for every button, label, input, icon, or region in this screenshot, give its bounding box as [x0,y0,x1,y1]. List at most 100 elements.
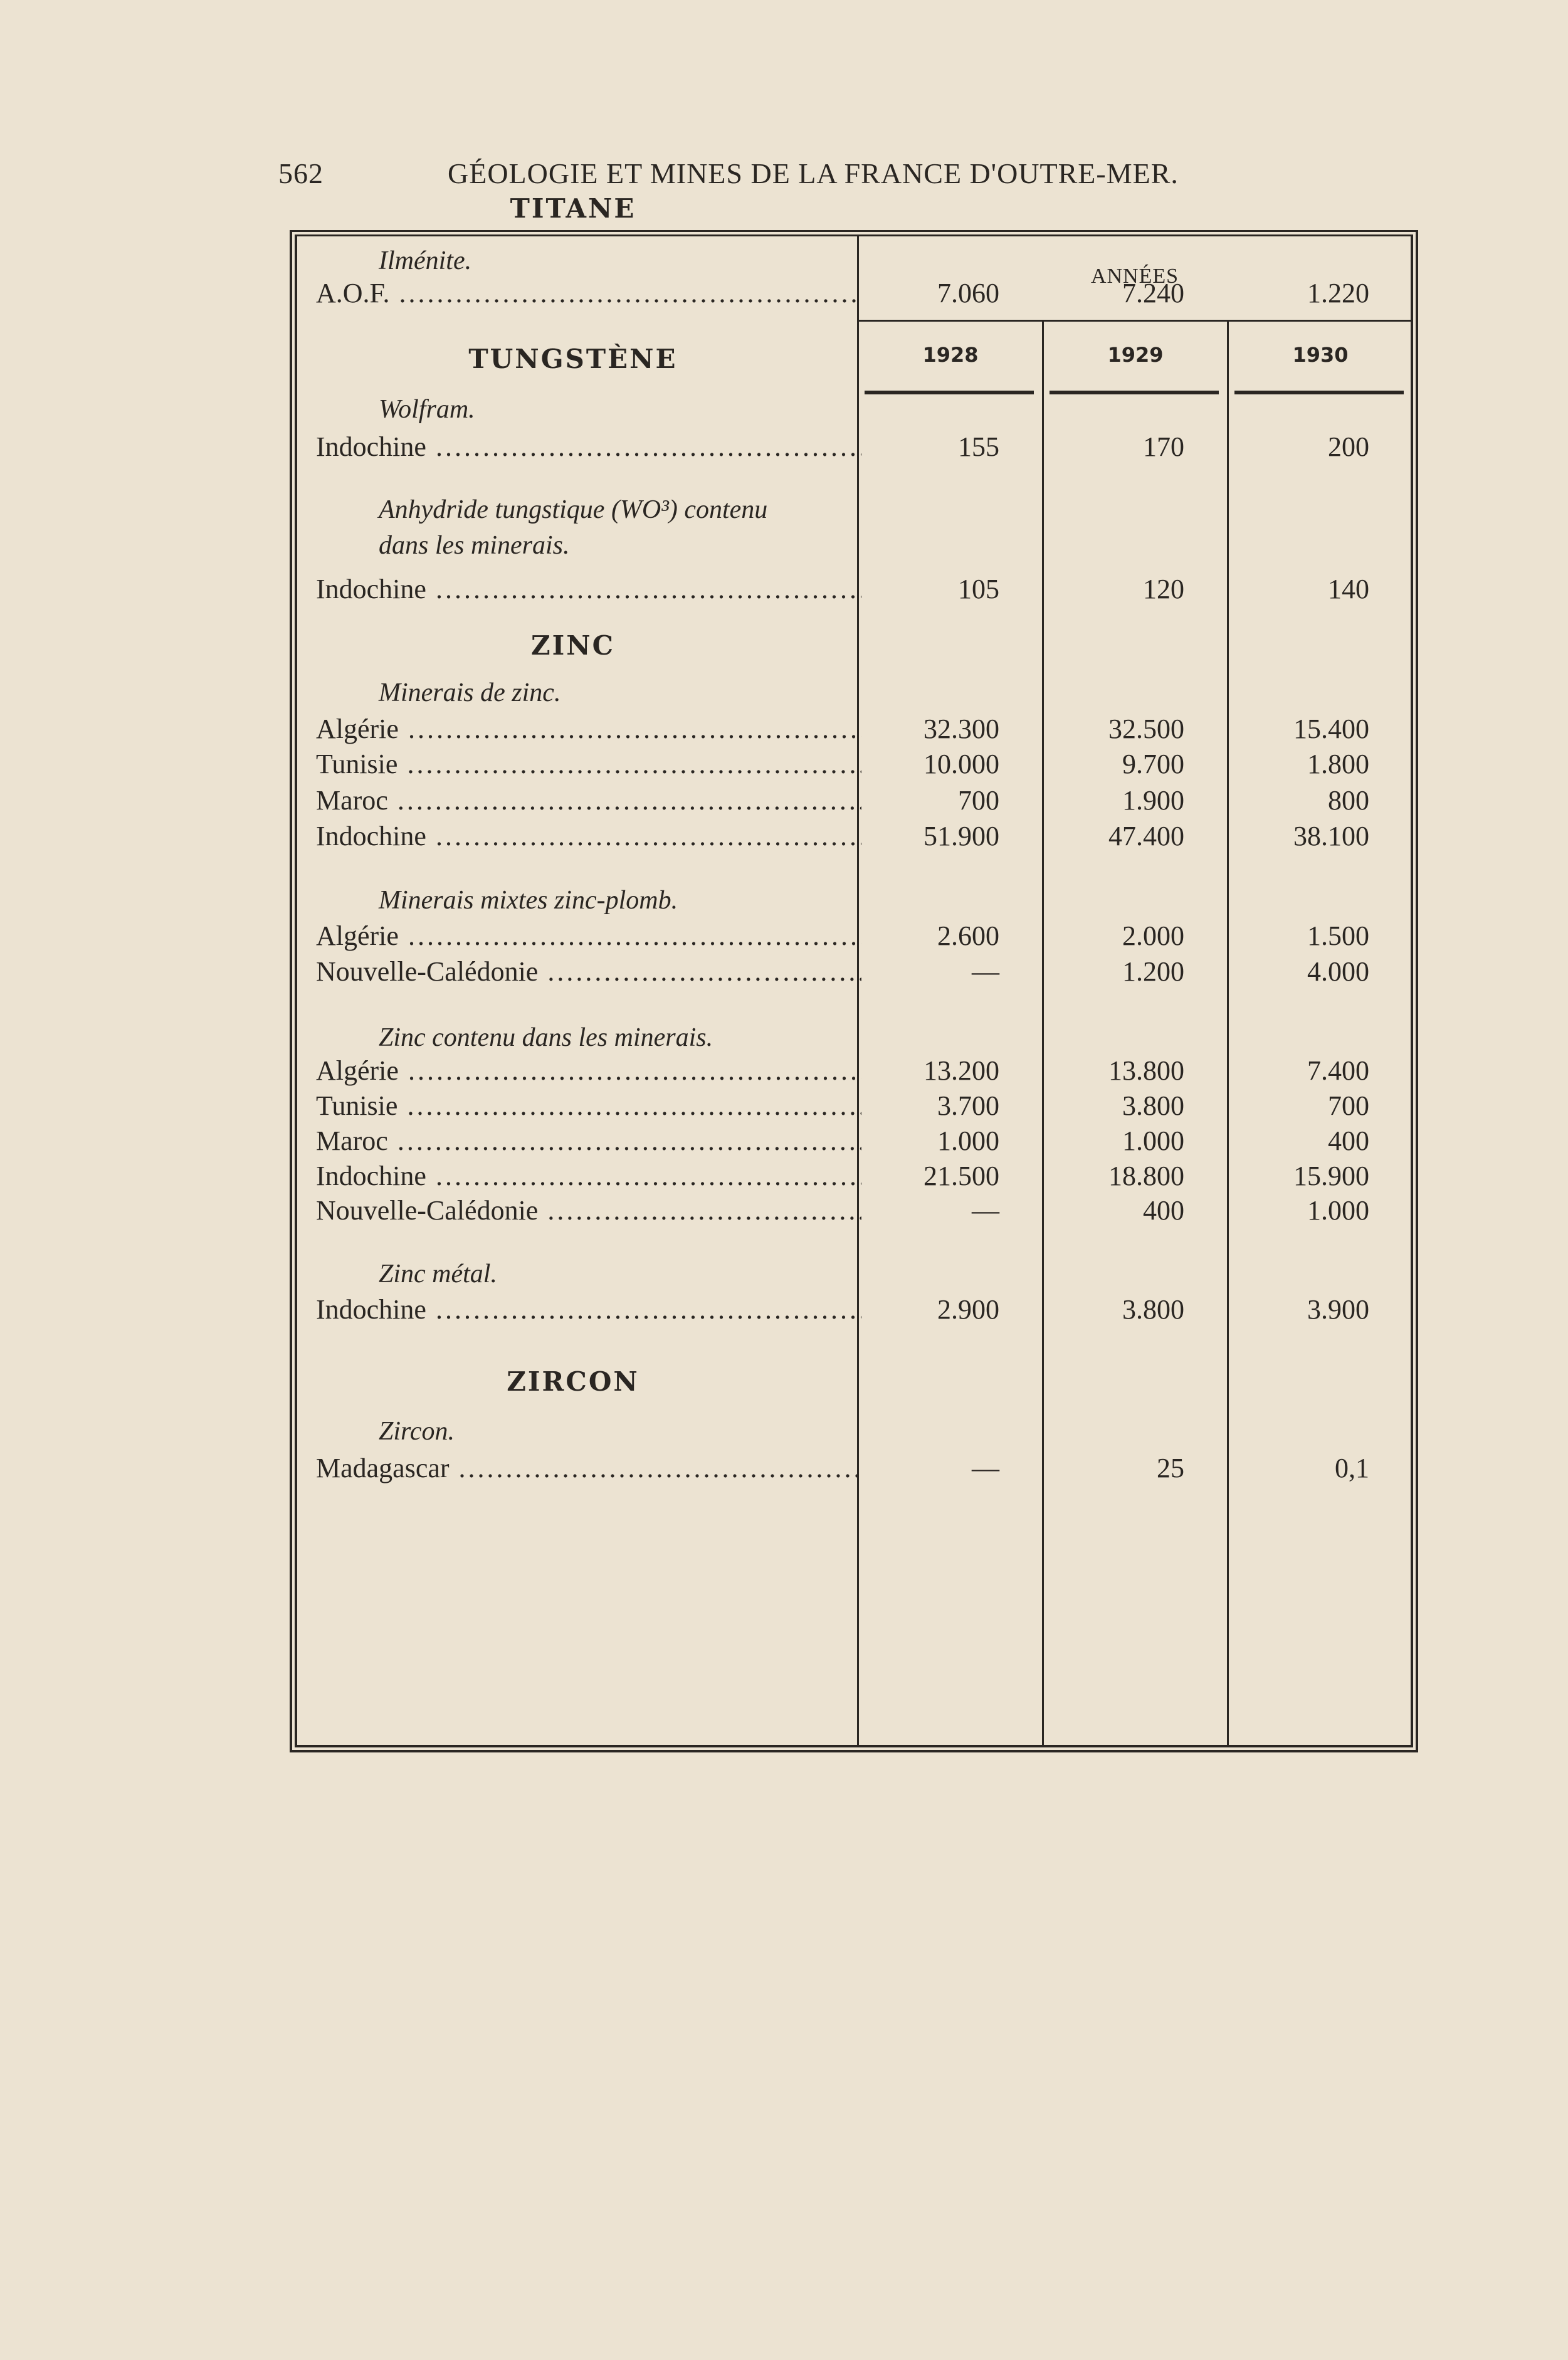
subheading: Minerais de zinc. [297,675,1411,710]
cell-1930: 3.900 [1307,1294,1369,1325]
column-divider [857,236,859,1745]
running-title: GÉOLOGIE ET MINES DE LA FRANCE D'OUTRE-M… [448,157,1179,189]
table-row: Indochine 51.900 47.400 38.100 [297,819,1411,854]
row-label: Maroc [316,783,861,818]
cell-1930: 0,1 [1335,1453,1369,1483]
row-label: Tunisie [316,1088,861,1124]
cell-1929: 25 [1157,1453,1184,1483]
table-row: Indochine 155 170 200 [297,429,1411,465]
row-label: Maroc [316,1124,861,1159]
column-divider [1042,321,1044,1745]
cell-1928: 3.700 [937,1090,999,1121]
row-label: Algérie [316,1053,861,1088]
cell-1929: 1.900 [1122,785,1184,816]
table-row: Indochine 2.900 3.800 3.900 [297,1292,1411,1327]
cell-1930: 800 [1328,785,1369,816]
section-title: ZINC [530,630,616,661]
cell-1929: 170 [1143,431,1184,462]
row-label: Indochine [316,1159,861,1194]
cell-1930: 38.100 [1293,821,1369,851]
cell-1929: 7.240 [1122,278,1184,308]
cell-1928: 1.000 [937,1125,999,1156]
cell-1928: 13.200 [923,1055,999,1086]
subheading-text: Zinc contenu dans les minerais. [379,1023,713,1052]
section-title: TITANE [510,193,636,224]
row-label: Indochine [316,1292,861,1327]
cell-1930: 4.000 [1307,956,1369,987]
header-rule [859,320,1411,322]
cell-1929: 18.800 [1108,1161,1184,1191]
cell-1930: 1.220 [1307,278,1369,308]
table-row: Madagascar — 25 0,1 [297,1451,1411,1486]
table-row: Algérie 32.300 32.500 15.400 [297,712,1411,747]
row-label: Tunisie [316,747,861,782]
subheading: Zinc métal. [297,1256,1411,1292]
subheading: Ilménite. [297,243,1411,278]
subheading: Minerais mixtes zinc-plomb. [297,883,1411,918]
table-row: Indochine 105 120 140 [297,572,1411,607]
row-label: Algérie [316,919,861,954]
cell-1929: 1.200 [1122,956,1184,987]
cell-1929: 32.500 [1108,714,1184,744]
row-label: Indochine [316,429,861,465]
cell-1928: 155 [958,431,999,462]
year-1929-header: 1929 [1107,343,1164,367]
cell-1928: 7.060 [937,278,999,308]
cell-1929: 400 [1143,1195,1184,1226]
cell-1929: 47.400 [1108,821,1184,851]
table-row: Tunisie 3.700 3.800 700 [297,1088,1411,1124]
cell-1928: 2.600 [937,920,999,951]
cell-1930: 400 [1328,1125,1369,1156]
cell-1929: 2.000 [1122,920,1184,951]
table-row: Maroc 700 1.900 800 [297,783,1411,818]
cell-1928: 21.500 [923,1161,999,1191]
table-row: Tunisie 10.000 9.700 1.800 [297,747,1411,782]
cell-1928: 2.900 [937,1294,999,1325]
cell-1929: 13.800 [1108,1055,1184,1086]
section-title: TUNGSTÈNE [468,344,678,374]
section-heading: ZINC [297,628,1411,663]
row-label: Nouvelle-Calédonie [316,1193,861,1228]
page-number: 562 [278,157,324,189]
section-heading: TUNGSTÈNE [297,342,1411,377]
section-heading: TITANE [297,191,1411,226]
row-label: Nouvelle-Calédonie [316,954,861,989]
subheading: Zircon. [297,1414,1411,1449]
cell-1930: 140 [1328,574,1369,604]
year-1928-header: 1928 [922,343,979,367]
subheading-text: Zinc métal. [379,1260,497,1288]
subheading-text: Anhydride tungstique (WO³) contenu [379,495,768,524]
cell-1930: 15.900 [1293,1161,1369,1191]
table-row: Indochine 21.500 18.800 15.900 [297,1159,1411,1194]
row-label: Madagascar [316,1451,861,1486]
subheading: dans les minerais. [297,528,1411,563]
subheading: Anhydride tungstique (WO³) contenu [297,492,1411,527]
year-1930-header: 1930 [1292,343,1349,367]
header-underline [1050,391,1219,394]
cell-1928: 51.900 [923,821,999,851]
cell-1928: 700 [958,785,999,816]
column-divider [1227,321,1229,1745]
subheading-text: Ilménite. [379,246,472,275]
cell-1928: 105 [958,574,999,604]
cell-1928: — [972,1453,999,1483]
cell-1930: 1.500 [1307,920,1369,951]
cell-1928: — [972,956,999,987]
running-header: 562 GÉOLOGIE ET MINES DE LA FRANCE D'OUT… [278,157,1178,190]
subheading-text: Zircon. [379,1417,455,1446]
row-label: Algérie [316,712,861,747]
header-underline [1234,391,1404,394]
table-row: Algérie 13.200 13.800 7.400 [297,1053,1411,1088]
annees-header: ANNÉES [1090,265,1179,288]
subheading-text: dans les minerais. [379,531,570,560]
cell-1930: 1.800 [1307,749,1369,779]
cell-1930: 7.400 [1307,1055,1369,1086]
cell-1929: 9.700 [1122,749,1184,779]
cell-1930: 15.400 [1293,714,1369,744]
cell-1930: 200 [1328,431,1369,462]
row-label: A.O.F. [316,276,861,311]
table-row: Maroc 1.000 1.000 400 [297,1124,1411,1159]
row-label: Indochine [316,819,861,854]
cell-1929: 3.800 [1122,1090,1184,1121]
cell-1929: 120 [1143,574,1184,604]
